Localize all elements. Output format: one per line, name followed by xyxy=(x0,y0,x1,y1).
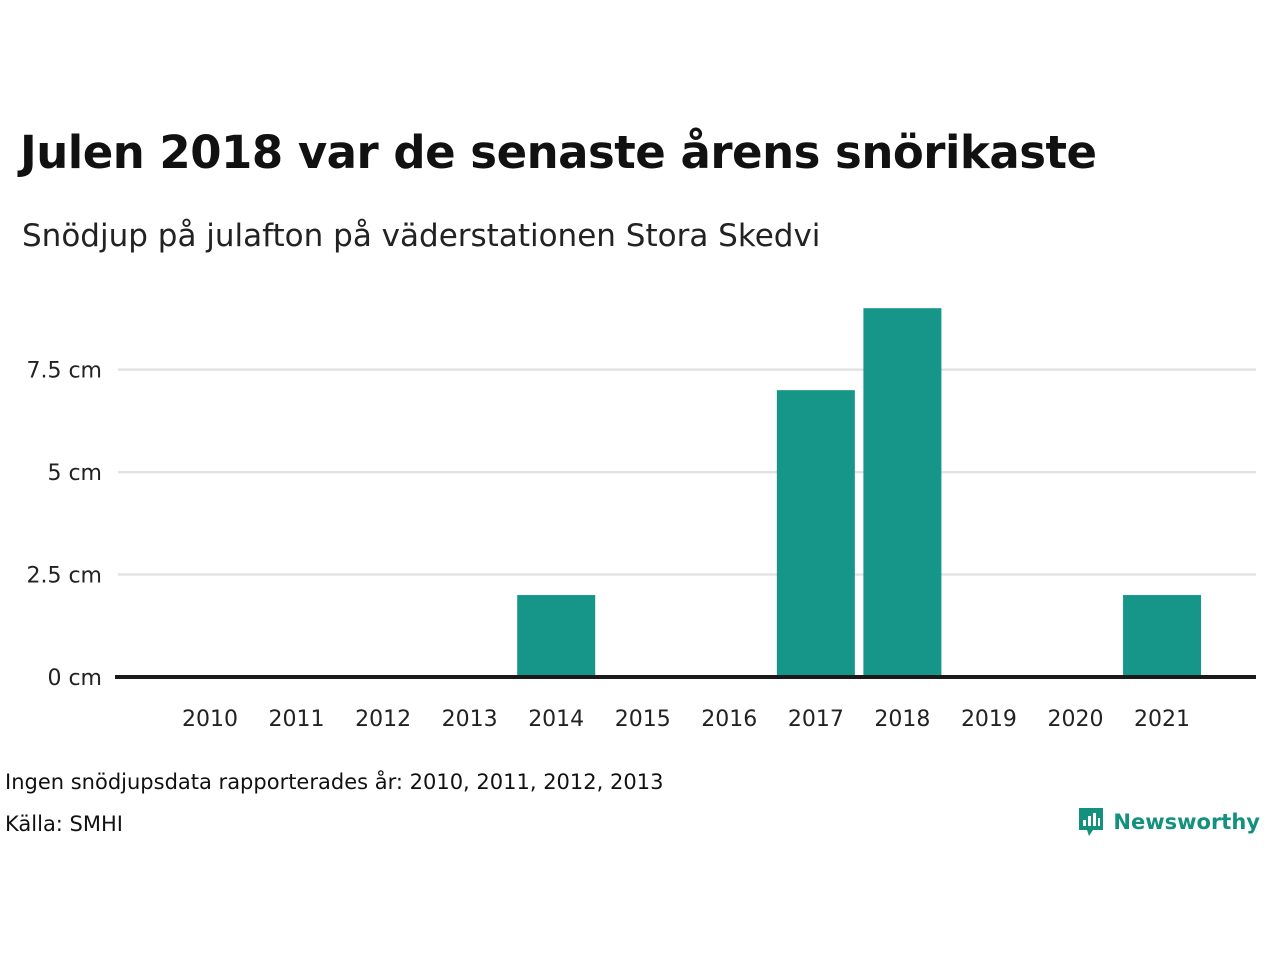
y-tick-label: 0 cm xyxy=(47,666,102,691)
chart-subtitle: Snödjup på julafton på väderstationen St… xyxy=(22,218,821,254)
gridlines xyxy=(118,368,1256,576)
x-tick-label: 2018 xyxy=(874,707,930,732)
bar-2017 xyxy=(776,390,855,677)
x-tick-label: 2017 xyxy=(788,707,844,732)
newsworthy-logo-icon xyxy=(1079,808,1104,836)
bars xyxy=(517,308,1202,677)
tick-labels: 0 cm 2.5 cm 5 cm 7.5 cm 2010 2011 2012 2013 2014… xyxy=(26,359,1190,732)
x-tick-label: 2010 xyxy=(182,707,238,732)
x-tick-label: 2011 xyxy=(269,707,325,732)
chart-title: Julen 2018 var de senaste årens snörikas… xyxy=(20,126,1097,179)
bar-chart: 0 cm 2.5 cm 5 cm 7.5 cm 2010 2011 2012 2013 2014… xyxy=(26,308,1256,732)
brand-logo: Newsworthy xyxy=(1077,806,1260,838)
x-tick-label: 2021 xyxy=(1134,707,1190,732)
x-tick-label: 2020 xyxy=(1048,707,1104,732)
x-tick-label: 2016 xyxy=(701,707,757,732)
y-tick-label: 5 cm xyxy=(47,461,102,486)
bar-2014 xyxy=(517,595,596,677)
source-note: Källa: SMHI xyxy=(5,812,123,836)
bar-2018 xyxy=(863,308,942,677)
x-tick-label: 2015 xyxy=(615,707,671,732)
y-tick-label: 2.5 cm xyxy=(26,564,102,589)
x-tick-label: 2013 xyxy=(442,707,498,732)
x-tick-label: 2014 xyxy=(528,707,584,732)
missing-data-note: Ingen snödjupsdata rapporterades år: 201… xyxy=(5,770,664,794)
brand-name: Newsworthy xyxy=(1113,810,1260,834)
x-tick-label: 2012 xyxy=(355,707,411,732)
y-tick-label: 7.5 cm xyxy=(26,359,102,384)
x-tick-label: 2019 xyxy=(961,707,1017,732)
bar-2021 xyxy=(1123,595,1202,677)
